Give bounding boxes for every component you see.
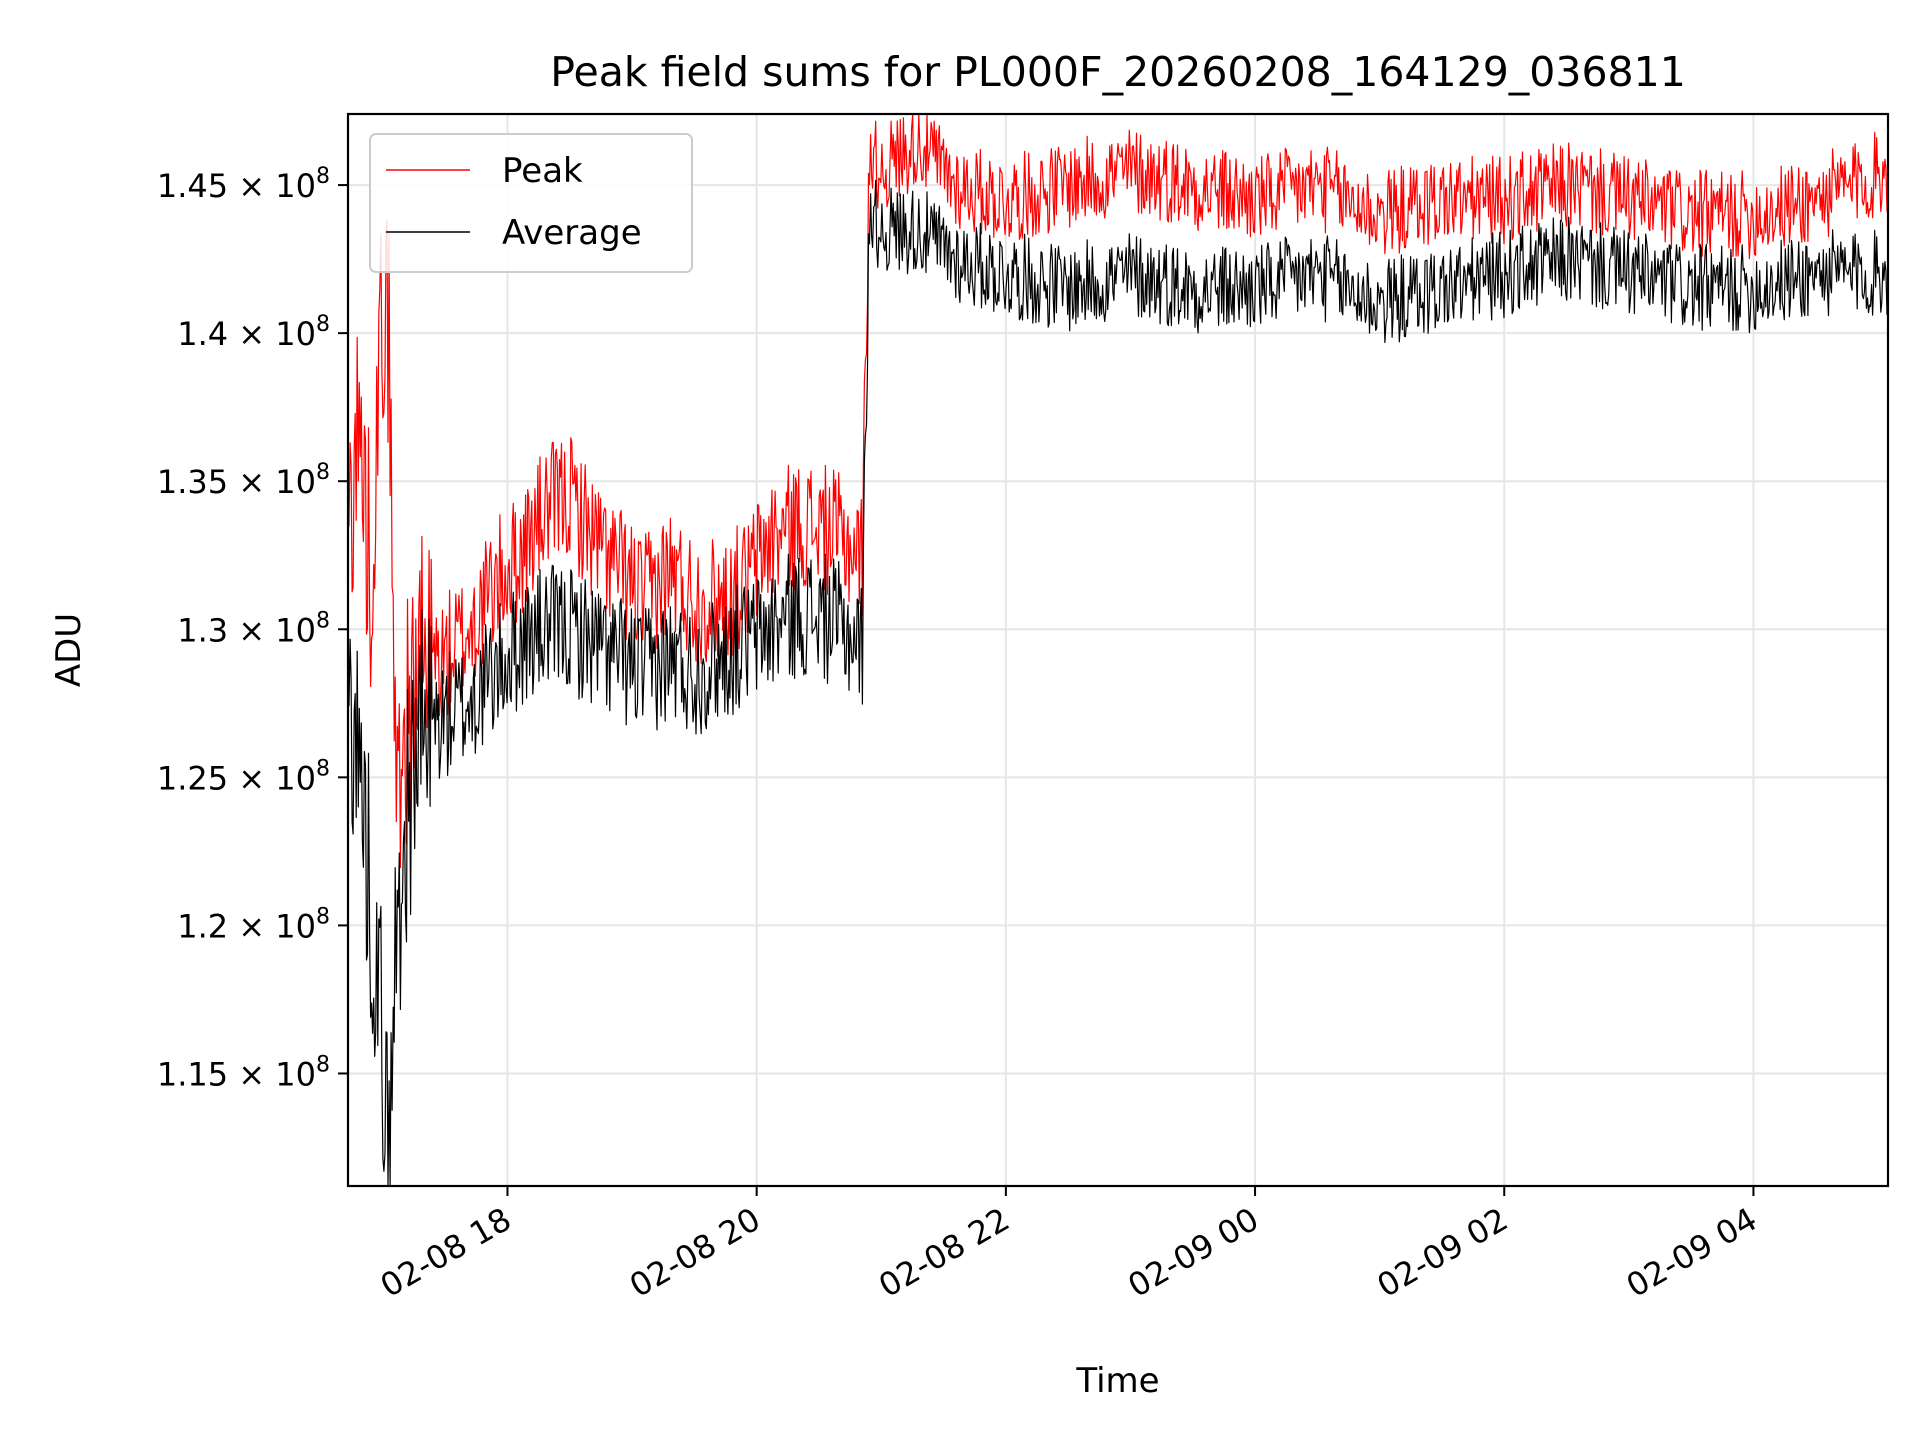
series-layer [347, 113, 1889, 1187]
y-tick-label: 1.25 × 108 [157, 756, 330, 797]
legend-average-label: Average [502, 213, 642, 253]
y-axis-title: ADU [49, 613, 89, 687]
y-tick-label: 1.35 × 108 [157, 460, 330, 501]
y-tick-label: 1.2 × 108 [177, 904, 330, 945]
y-tick-label: 1.4 × 108 [177, 312, 330, 353]
legend: Peak Average [369, 133, 693, 273]
series-line-peak [347, 113, 1889, 869]
chart-title: Peak field sums for PL000F_20260208_1641… [550, 48, 1686, 96]
x-axis-title: Time [1075, 1361, 1159, 1401]
y-tick-label: 1.3 × 108 [177, 608, 330, 649]
legend-peak-label: Peak [502, 151, 583, 191]
legend-box [369, 133, 693, 273]
y-tick-label: 1.45 × 108 [157, 164, 330, 205]
axes-frame [346, 112, 1890, 1188]
series-line-average [347, 179, 1889, 1187]
y-tick-label: 1.15 × 108 [157, 1052, 330, 1093]
